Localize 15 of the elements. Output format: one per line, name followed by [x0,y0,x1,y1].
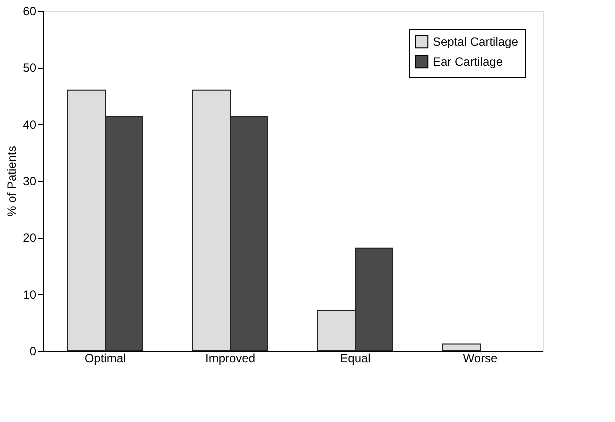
x-tick-label: Equal [340,352,371,366]
legend-label: Ear Cartilage [433,55,504,69]
y-axis-title: % of Patients [5,146,20,217]
y-tick-label: 30 [23,174,37,188]
y-tick-label: 60 [23,4,37,18]
y-tick-label: 40 [23,118,37,132]
legend-label: Septal Cartilage [433,35,519,49]
x-tick-label: Improved [205,352,256,366]
x-tick-label: Optimal [84,352,126,366]
y-tick-label: 50 [23,61,37,76]
y-tick-label: 0 [30,344,37,358]
x-tick-label: Worse [463,352,498,366]
y-tick-label: 10 [23,288,37,302]
y-tick-label: 20 [23,231,37,246]
bar [442,344,481,352]
